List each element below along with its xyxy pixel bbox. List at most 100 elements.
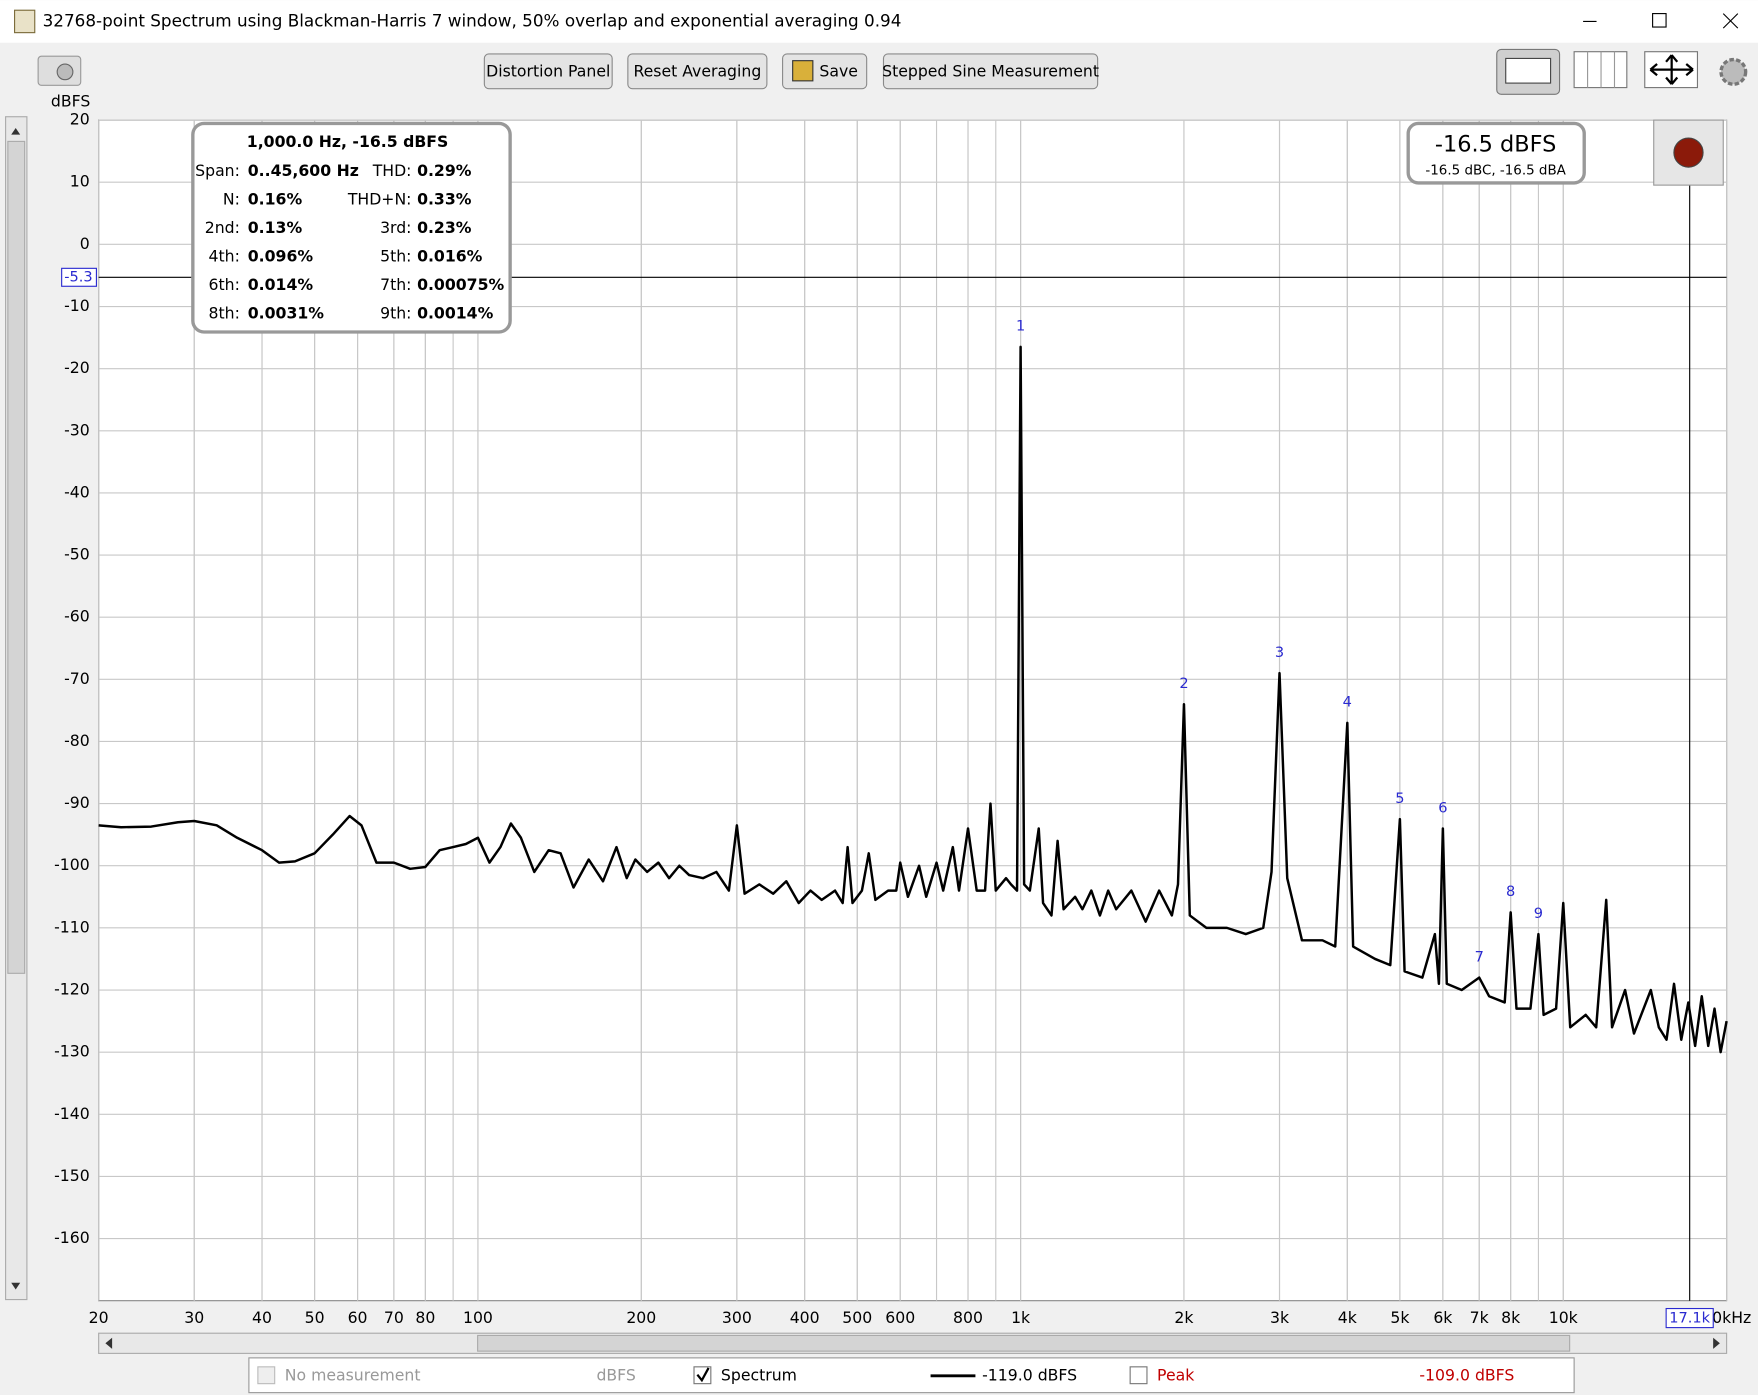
stat-label: 9th: [380, 304, 411, 323]
stat-value: 0.00075% [417, 275, 504, 294]
no-measurement-checkbox[interactable] [257, 1366, 276, 1385]
x-tick-label: 30 [184, 1308, 204, 1327]
x-tick-label: 500 [842, 1308, 872, 1327]
stat-label: Span: [195, 161, 240, 180]
spectrum-line [98, 345, 1728, 1054]
harmonic-marker: 9 [1534, 905, 1543, 922]
peak-checkbox[interactable] [1129, 1366, 1148, 1385]
legend-bar [248, 1357, 1575, 1394]
distortion-panel [191, 121, 512, 334]
harmonic-marker: 7 [1475, 948, 1484, 965]
stat-value: 0.29% [417, 161, 472, 180]
y-tick-label: -140 [54, 1104, 90, 1123]
v-scroll-thumb[interactable] [7, 140, 26, 974]
distortion-title: 1,000.0 Hz, -16.5 dBFS [247, 132, 449, 151]
y-tick-label: 0 [80, 234, 90, 253]
x-tick-label: 50 [305, 1308, 325, 1327]
toolbar-button-label: Save [819, 61, 858, 80]
x-tick-label: 600 [885, 1308, 915, 1327]
y-tick-label: -20 [64, 358, 90, 377]
x-tick-label: 6k [1433, 1308, 1453, 1327]
x-tick-label: 60 [348, 1308, 368, 1327]
settings-icon[interactable] [1719, 57, 1748, 86]
peak-reading: -109.0 dBFS [1419, 1365, 1514, 1384]
y-tick-label: -60 [64, 607, 90, 626]
spectrum-check [696, 1367, 710, 1383]
distortion-rows: Span: 0..45,600 Hz THD: 0.29% N: 0.16% THD+N: 0… [195, 161, 504, 322]
h-scroll-thumb[interactable] [477, 1334, 1571, 1352]
x-tick-label: 8k [1501, 1308, 1521, 1327]
x-tick-label: 300 [722, 1308, 752, 1327]
x-tick-label: 10k [1549, 1308, 1579, 1327]
toolbar-button[interactable] [882, 53, 1099, 90]
y-axis-label: dBFS [51, 92, 90, 111]
stat-label: 7th: [380, 275, 411, 294]
x-tick-label: 200 [626, 1308, 656, 1327]
x-tick-label: 400 [790, 1308, 820, 1327]
harmonic-marker: 6 [1438, 799, 1447, 816]
y-tick-label: -120 [54, 980, 90, 999]
cursor-x-box [1665, 1307, 1714, 1329]
toolbar: Distortion Panel Reset Averaging Save Stepp… [483, 53, 1099, 90]
stat-label: THD: [372, 161, 412, 180]
window-title: 32768-point Spectrum using Blackman-Harr… [43, 10, 902, 30]
harmonic-marker: 4 [1343, 694, 1352, 711]
x-tick-label: 20 [89, 1308, 109, 1327]
toolbar-button[interactable] [627, 53, 768, 90]
y-tick-label: -90 [64, 793, 90, 812]
x-tick-label: 2k [1174, 1308, 1194, 1327]
stat-label: 4th: [209, 247, 240, 266]
y-tick-label: -30 [64, 420, 90, 439]
toolbar-button-label: Reset Averaging [633, 61, 761, 80]
toolbar-button[interactable] [483, 53, 613, 90]
stat-value: 0.13% [248, 218, 303, 237]
x-tick-label: 3k [1270, 1308, 1290, 1327]
y-tick-label: -110 [54, 917, 90, 936]
maximize[interactable] [1652, 13, 1667, 28]
harmonic-marker: 8 [1506, 883, 1515, 900]
y-tick-label: 10 [70, 172, 90, 191]
save-icon [792, 60, 814, 82]
y-tick-label: -80 [64, 731, 90, 750]
y-tick-label: -130 [54, 1042, 90, 1061]
stat-label: 3rd: [380, 218, 411, 237]
x-tick-label: 40 [252, 1308, 272, 1327]
stat-label: 5th: [380, 247, 411, 266]
stat-value: 0.014% [248, 275, 314, 294]
harmonic-marker: 2 [1179, 675, 1188, 692]
layout-icon-inner [1505, 57, 1552, 84]
stat-label: 6th: [209, 275, 240, 294]
stat-value: 0.23% [417, 218, 472, 237]
y-tick-label: -10 [64, 296, 90, 315]
cursor-y-label: -5.3 [64, 268, 92, 285]
x-tick-label: 7k [1470, 1308, 1490, 1327]
y-tick-label: -40 [64, 482, 90, 501]
app-icon [14, 9, 36, 34]
stat-value: 0.0031% [248, 304, 325, 323]
harmonic-marker: 3 [1275, 644, 1284, 661]
y-tick-label: -150 [54, 1166, 90, 1185]
zoom-arrows [1649, 54, 1694, 85]
x-tick-label: 800 [953, 1308, 983, 1327]
stat-value: 0..45,600 Hz [248, 161, 359, 180]
stat-value: 0.0014% [417, 304, 494, 323]
toolbar-button-label: Stepped Sine Measurement [882, 61, 1099, 80]
harmonic-marker: 1 [1016, 318, 1025, 335]
x-tick-label: 5k [1390, 1308, 1410, 1327]
close[interactable] [1722, 13, 1739, 29]
y-tick-label: -50 [64, 545, 90, 564]
stat-label: 8th: [209, 304, 240, 323]
stat-value: 0.096% [248, 247, 314, 266]
x-tick-label: 70 [384, 1308, 404, 1327]
y-tick-label: -70 [64, 669, 90, 688]
y-tick-label: -160 [54, 1228, 90, 1247]
x-tick-label: 80 [415, 1308, 435, 1327]
cursor-y-box [61, 267, 97, 287]
snapshot-lens [56, 63, 74, 81]
no-measurement-label: No measurement [285, 1365, 421, 1384]
level-sub: -16.5 dBC, -16.5 dBA [1425, 164, 1566, 179]
record-dot [1673, 137, 1704, 168]
spectrum-reading: -119.0 dBFS [982, 1365, 1077, 1384]
stat-value: 0.33% [417, 190, 472, 209]
